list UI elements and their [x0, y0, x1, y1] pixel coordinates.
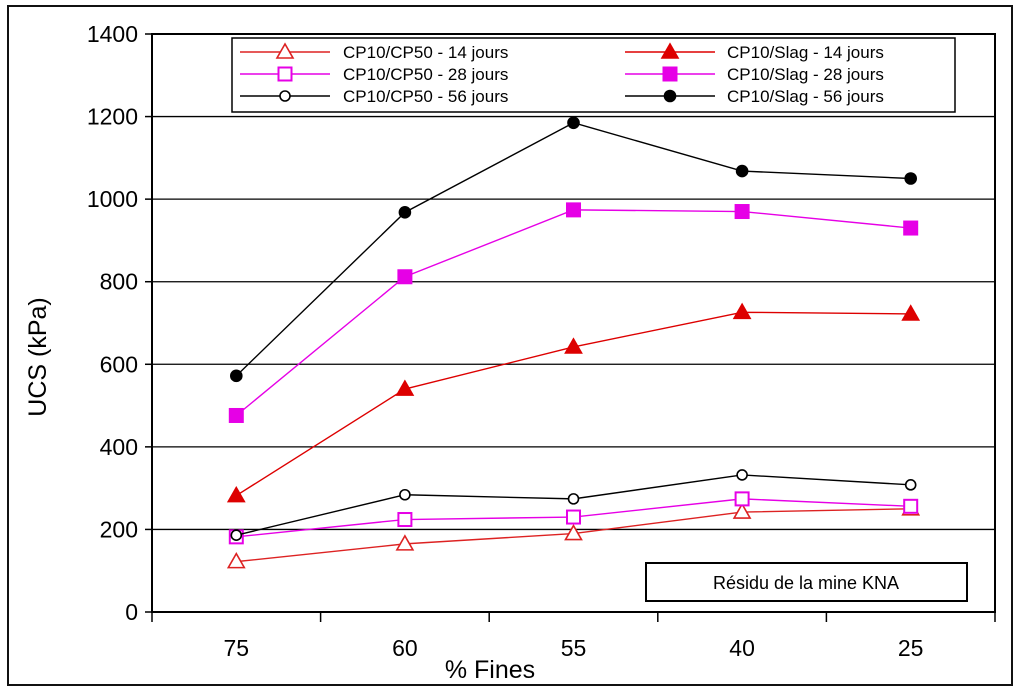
legend-marker: [275, 42, 295, 59]
legend-item: CP10/Slag - 28 jours: [625, 65, 884, 84]
legend-item: CP10/CP50 - 56 jours: [240, 87, 508, 106]
data-point: [734, 204, 750, 220]
x-tick-label: 40: [729, 635, 755, 661]
legend-box: [231, 37, 956, 113]
legend-marker: [279, 90, 291, 102]
legend-marker: [660, 42, 680, 59]
data-point: [734, 491, 750, 507]
series-group: [226, 116, 921, 569]
legend-item: CP10/CP50 - 28 jours: [240, 65, 508, 84]
data-point: [903, 220, 919, 236]
y-tick-label: 800: [100, 269, 138, 295]
x-axis-title: % Fines: [445, 656, 535, 684]
data-point: [230, 369, 243, 383]
data-point: [566, 509, 581, 525]
data-point: [567, 116, 580, 130]
plot-area: [151, 33, 996, 613]
legend-marker: [277, 66, 293, 82]
data-point: [395, 379, 415, 396]
y-tick-label: 1000: [87, 186, 138, 212]
series-5: [230, 469, 917, 542]
data-point: [904, 479, 917, 491]
legend-item: CP10/Slag - 14 jours: [625, 42, 884, 62]
y-tick-label: 600: [100, 351, 138, 377]
legend-label: CP10/Slag - 14 jours: [727, 43, 884, 62]
series-3: [228, 491, 919, 545]
x-tick-label: 55: [561, 635, 587, 661]
series-4: [228, 202, 919, 423]
data-point: [566, 202, 581, 218]
y-tick-label: 0: [125, 599, 138, 625]
data-point: [228, 407, 244, 423]
data-point: [399, 488, 411, 501]
axes: 0 200 400 600 800 1000 1200 1400 75 60 55 40 25: [87, 21, 996, 661]
data-point: [901, 304, 921, 321]
legend-item: CP10/CP50 - 14 jours: [240, 42, 508, 62]
x-tick-label: 60: [392, 635, 418, 661]
legend-marker: [662, 66, 678, 82]
y-tick-label: 1400: [87, 21, 138, 47]
series-6: [230, 116, 918, 383]
x-tick-label: 75: [224, 635, 250, 661]
data-point: [903, 498, 919, 514]
y-tick-label: 200: [100, 516, 138, 542]
data-point: [564, 523, 583, 541]
data-point: [735, 164, 749, 178]
data-point: [398, 206, 412, 219]
data-point: [397, 512, 413, 528]
data-point: [564, 337, 583, 354]
data-point: [736, 469, 748, 481]
legend-label: CP10/Slag - 28 jours: [727, 65, 884, 84]
legend-label: CP10/Slag - 56 jours: [727, 87, 884, 106]
data-point: [904, 172, 918, 185]
data-point: [230, 529, 243, 542]
data-point: [397, 269, 413, 285]
data-point: [226, 552, 246, 569]
data-point: [732, 302, 752, 320]
y-axis-title: UCS (kPa): [24, 297, 52, 416]
data-point: [226, 485, 246, 503]
legend-label: CP10/CP50 - 14 jours: [343, 43, 508, 62]
annotation-group: Résidu de la mine KNA: [645, 562, 968, 602]
legend-label: CP10/CP50 - 28 jours: [343, 65, 508, 84]
data-point: [732, 502, 752, 519]
data-point: [567, 493, 580, 505]
legend-item: CP10/Slag - 56 jours: [625, 87, 884, 106]
annotation-box: [645, 562, 968, 602]
x-tick-label: 25: [898, 635, 924, 661]
data-point: [395, 534, 415, 551]
legend: CP10/CP50 - 14 jours CP10/Slag - 14 jours…: [231, 37, 956, 113]
y-tick-label: 1200: [87, 104, 138, 130]
annotation-text: Résidu de la mine KNA: [713, 573, 899, 593]
legend-label: CP10/CP50 - 56 jours: [343, 87, 508, 106]
series-2: [226, 302, 921, 503]
y-tick-label: 400: [100, 434, 138, 460]
legend-marker: [663, 89, 677, 103]
